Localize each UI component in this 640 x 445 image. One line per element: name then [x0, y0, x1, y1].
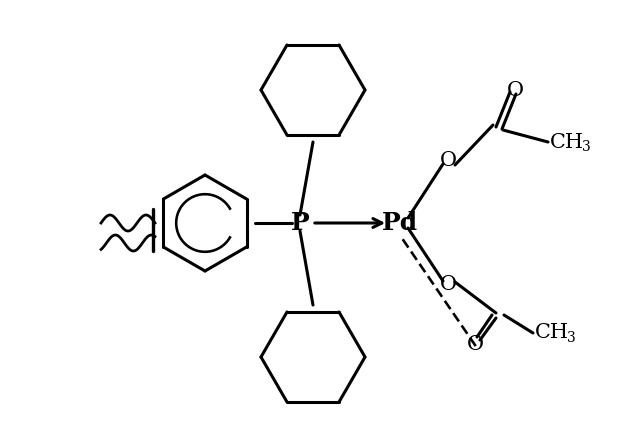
Text: Pd: Pd — [382, 211, 418, 235]
Text: CH: CH — [550, 133, 584, 151]
Text: 3: 3 — [567, 331, 576, 345]
Text: O: O — [440, 150, 456, 170]
Text: 3: 3 — [582, 140, 591, 154]
Text: O: O — [440, 275, 456, 295]
Text: CH: CH — [535, 324, 569, 343]
Text: O: O — [506, 81, 524, 100]
Text: O: O — [467, 336, 483, 355]
Text: P: P — [291, 211, 309, 235]
